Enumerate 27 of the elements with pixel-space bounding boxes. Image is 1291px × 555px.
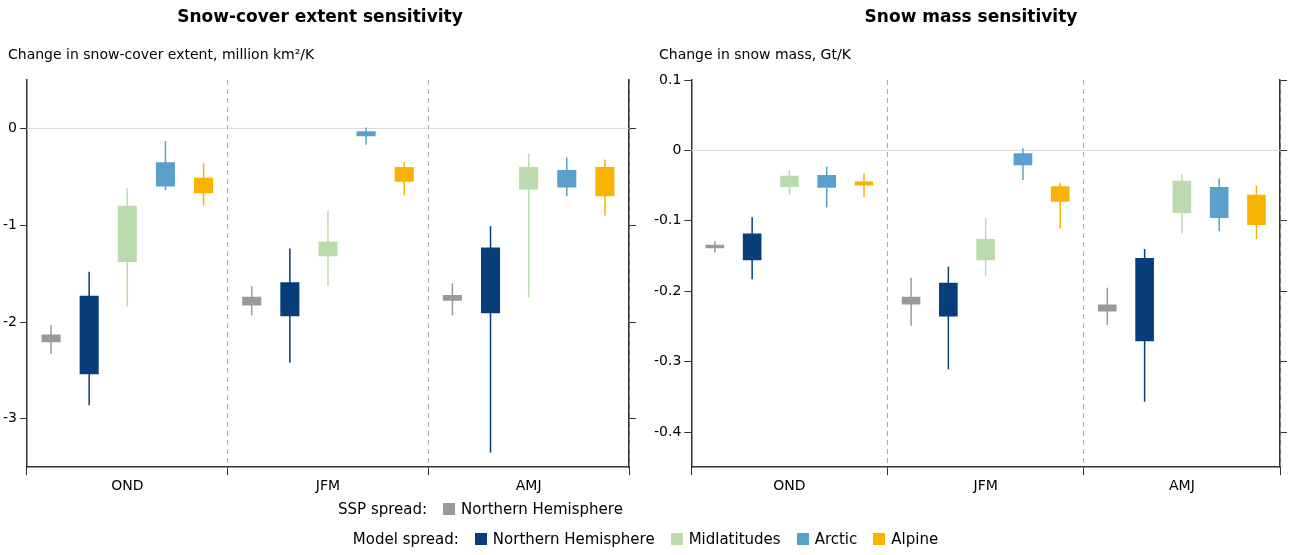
legend-label: Northern Hemisphere [492,530,655,548]
x-tick-label: OND [773,477,806,494]
y-tick-label: 0.1 [659,70,682,87]
legend-label: Arctic [814,530,858,548]
chart-title: Snow-cover extent sensitivity [176,5,464,28]
legend-label: Midlatitudes [688,530,781,548]
y-tick-label: -3 [2,409,17,426]
chart-title: Snow mass sensitivity [863,5,1079,28]
y-axis-title: Change in snow-cover extent, million km²/K [7,45,316,64]
y-tick-label: -0.4 [653,422,682,439]
legend-label: Northern Hemisphere [461,500,623,518]
y-axis-title: Change in snow mass, Gt/K [658,45,852,64]
text: Model spread: [352,530,459,548]
y-tick-label: -0.1 [653,211,682,228]
text: SSP spread: [338,500,428,518]
x-tick-label: JFM [314,477,341,494]
y-tick-label: 0 [672,141,682,158]
legend-label: Alpine [891,530,939,548]
y-tick-label: -0.3 [653,352,682,369]
y-tick-label: 0 [8,119,17,136]
x-tick-label: JFM [972,477,998,494]
x-tick-label: OND [111,477,144,494]
x-tick-label: AMJ [1168,477,1195,494]
y-tick-label: -2 [2,312,17,329]
y-tick-label: -1 [2,215,17,232]
x-tick-label: AMJ [515,477,542,494]
y-tick-label: -0.2 [653,281,682,298]
